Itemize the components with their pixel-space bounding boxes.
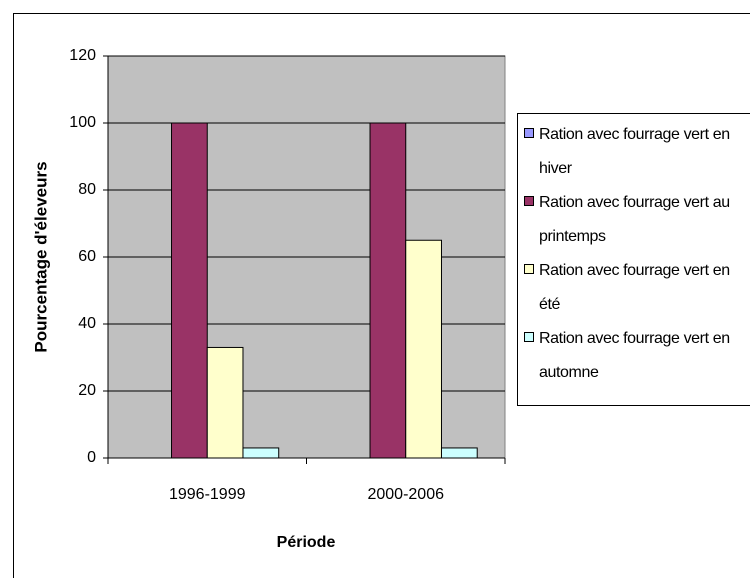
bar (243, 448, 279, 458)
bar (172, 123, 208, 458)
legend-swatch (525, 197, 534, 206)
legend-item: Ration avec fourrage vert en hiver (539, 118, 750, 186)
bar (441, 448, 477, 458)
y-tick-label: 60 (78, 248, 96, 265)
y-tick-label: 120 (69, 47, 96, 64)
y-axis-title: Pourcentage d'éleveurs (31, 161, 50, 352)
y-tick-label: 80 (78, 181, 96, 198)
bar (370, 123, 406, 458)
legend-item: Ration avec fourrage vert en été (539, 254, 750, 322)
y-tick-label: 100 (69, 114, 96, 131)
x-axis-title: Période (277, 534, 336, 551)
bar (406, 240, 442, 458)
y-tick-label: 40 (78, 315, 96, 332)
x-tick-label: 2000-2006 (367, 486, 444, 503)
x-tick-label: 1996-1999 (169, 486, 246, 503)
y-tick-label: 0 (87, 449, 96, 466)
legend-item: Ration avec fourrage vert en automne (539, 322, 750, 390)
legend-swatch (525, 265, 534, 274)
legend-label: Ration avec fourrage vert au printemps (539, 186, 750, 254)
legend-swatch (525, 129, 534, 138)
y-tick-label: 20 (78, 382, 96, 399)
legend-swatch (525, 333, 534, 342)
legend-label: Ration avec fourrage vert en hiver (539, 118, 750, 186)
legend-label: Ration avec fourrage vert en été (539, 254, 750, 322)
legend-item: Ration avec fourrage vert au printemps (539, 186, 750, 254)
legend-label: Ration avec fourrage vert en automne (539, 322, 750, 390)
bar (207, 347, 243, 458)
